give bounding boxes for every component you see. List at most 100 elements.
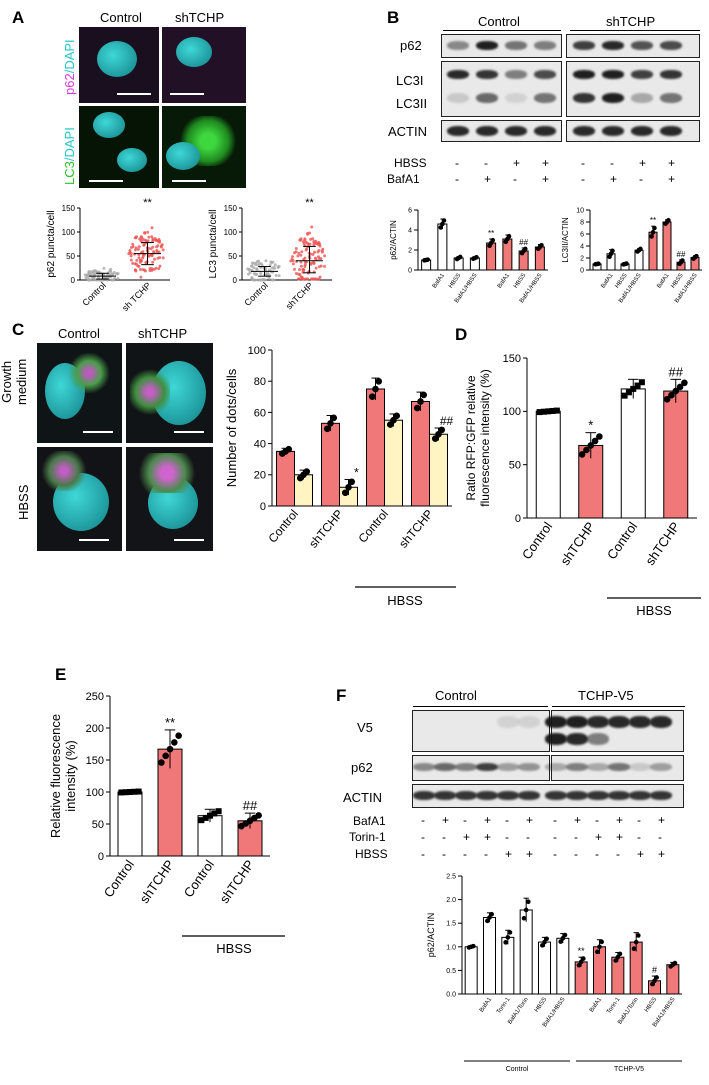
data-point [663, 395, 671, 403]
panel-e-chart: 0 50 100 150 200 250 Relative fluorescence inte… [48, 691, 285, 956]
treatment-sign: - [574, 830, 578, 844]
blot-band [573, 126, 595, 136]
y-tick-label: 100 [62, 228, 76, 237]
treatment-sign: - [442, 830, 446, 844]
y-axis-label: Relative fluorescence [48, 714, 63, 838]
blot-band [545, 733, 567, 745]
data-point [526, 899, 531, 905]
blot-band [602, 126, 624, 136]
data-point [148, 266, 152, 270]
category-label: BafA1 [497, 272, 512, 289]
y-axis-label: intensity (%) [63, 740, 78, 812]
data-point [542, 939, 547, 945]
y-axis-label: fluorescence intensity (%) [478, 369, 492, 506]
panel-c-row-label-hbss: HBSS [16, 484, 31, 520]
data-point [139, 275, 143, 279]
treatment-sign: - [553, 830, 557, 844]
y-tick-label: 40 [254, 438, 266, 450]
data-point [314, 266, 318, 270]
category-label: shTCHP [557, 519, 597, 568]
data-point [264, 259, 268, 263]
y-tick-label: 2 [580, 255, 584, 262]
treatment-sign: + [639, 156, 647, 170]
data-point [668, 391, 675, 399]
blot-band [447, 126, 469, 136]
panel-a-col-label-shtchp: shTCHP [175, 10, 225, 25]
data-point [595, 949, 600, 955]
data-point [207, 812, 213, 819]
data-point [386, 421, 394, 428]
blot-band [629, 791, 651, 800]
data-point [413, 404, 421, 412]
data-point [162, 752, 169, 760]
data-point [393, 412, 401, 420]
y-tick-label: 50 [92, 819, 104, 831]
bar [366, 388, 385, 507]
data-point [89, 272, 93, 276]
data-point [135, 258, 139, 262]
micrograph-c-hbss-shtchp [126, 447, 213, 551]
category-label: HBSS [448, 273, 462, 290]
data-point [672, 960, 678, 966]
treatment-sign: + [542, 156, 550, 170]
y-tick-label: 150 [224, 204, 238, 213]
category-label: HBSS [534, 997, 548, 1014]
data-point [255, 812, 262, 819]
data-point [368, 393, 376, 400]
data-point [264, 272, 268, 276]
category-label: Control [181, 857, 217, 900]
data-point [666, 218, 671, 223]
scale-bar [117, 93, 151, 95]
data-point [156, 256, 160, 260]
blot-band [413, 791, 435, 800]
panel-letter-d: D [455, 325, 468, 344]
bar [663, 390, 689, 519]
data-point [562, 932, 568, 938]
category-label: shTCHP [284, 280, 315, 311]
y-tick-label: 100 [224, 228, 238, 237]
y-tick-label: 0 [580, 267, 584, 274]
y-tick-label: 0 [98, 851, 104, 863]
data-point [122, 789, 129, 796]
data-point [293, 251, 297, 255]
blot-band [602, 70, 624, 79]
data-point [268, 263, 272, 267]
y-tick-label: 100 [503, 406, 521, 418]
data-point [92, 276, 96, 280]
data-point [309, 262, 313, 266]
y-axis-label: LC3II/ACTIN [561, 217, 570, 263]
data-point [503, 940, 508, 945]
treatment-sign: - [484, 156, 488, 170]
bar [574, 961, 588, 995]
data-point [558, 939, 563, 944]
blot-band [566, 763, 588, 771]
category-label: Control [519, 519, 555, 562]
treatment-sign: + [513, 156, 521, 170]
data-point [298, 273, 302, 277]
data-point [327, 420, 334, 427]
blot-band [631, 126, 653, 136]
group-line [552, 706, 685, 707]
blot-label-p62: p62 [400, 38, 422, 53]
category-label: HBSS [644, 997, 658, 1014]
treatment-sign: - [484, 847, 488, 861]
bar [429, 433, 448, 507]
data-point [630, 385, 637, 392]
micrograph-c-growth-shtchp [126, 343, 213, 443]
data-point [293, 267, 297, 271]
data-point [438, 426, 446, 434]
data-point [136, 247, 140, 251]
y-tick-label: 1.5 [446, 921, 456, 928]
y-tick-label: 2.0 [446, 897, 456, 904]
bar [117, 791, 143, 857]
data-point [148, 269, 152, 273]
data-point [131, 261, 135, 265]
data-point [638, 379, 645, 386]
treatment-sign: + [526, 813, 534, 827]
blot-band [566, 716, 588, 728]
data-point [638, 246, 643, 252]
data-point [84, 276, 88, 280]
data-point [246, 272, 250, 276]
treatment-label-hbss: HBSS [394, 156, 427, 170]
blot-band [545, 716, 567, 728]
